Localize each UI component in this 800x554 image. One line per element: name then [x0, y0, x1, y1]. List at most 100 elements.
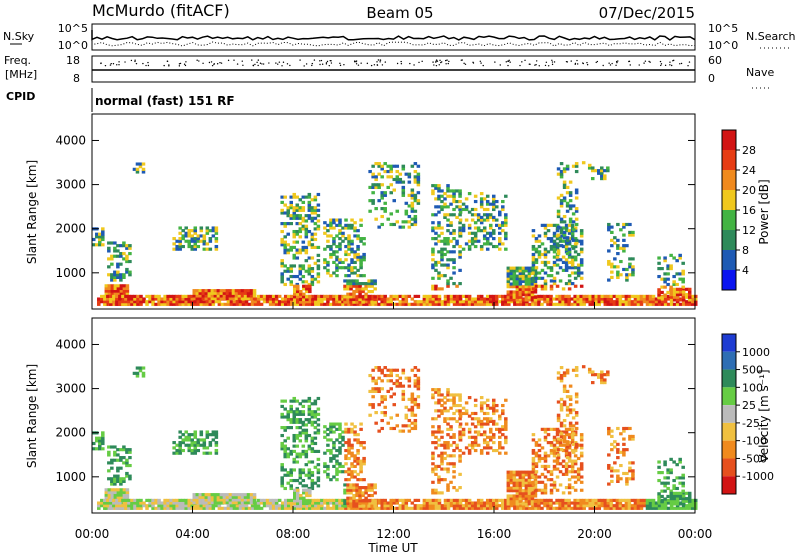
power-cell — [482, 229, 487, 233]
power-cell — [606, 166, 610, 170]
power-cell — [352, 292, 356, 296]
power-cell — [151, 294, 155, 298]
velocity-cell — [398, 429, 403, 433]
power-cell — [201, 294, 206, 298]
velocity-cell — [332, 443, 336, 447]
power-cell — [452, 197, 456, 201]
velocity-cell — [292, 399, 297, 403]
power-cell — [434, 213, 438, 217]
nave-point — [147, 64, 150, 67]
velocity-cell — [609, 501, 614, 505]
velocity-cell — [249, 498, 254, 502]
nave-point — [551, 63, 554, 66]
velocity-cell — [452, 403, 456, 408]
power-cell — [314, 297, 318, 301]
power-cell — [561, 226, 566, 230]
power-cell — [458, 300, 463, 304]
power-cell — [428, 300, 433, 304]
velocity-cell — [335, 504, 339, 508]
power-cell — [237, 289, 242, 293]
velocity-cell — [488, 501, 493, 505]
power-cell — [533, 282, 538, 286]
freq-unit: [MHz] — [5, 68, 37, 81]
velocity-cell — [440, 398, 444, 402]
power-cell — [537, 302, 541, 306]
power-cell — [326, 244, 330, 249]
velocity-cell — [413, 397, 418, 401]
power-cell — [307, 216, 312, 220]
power-cell — [121, 302, 125, 306]
nave-point — [325, 63, 328, 65]
velocity-cell — [567, 498, 571, 502]
power-cell — [304, 195, 309, 199]
power-cell — [295, 256, 300, 260]
power-cell — [521, 298, 526, 302]
power-cell — [148, 297, 152, 301]
power-cell — [356, 237, 360, 241]
velocity-cell — [561, 430, 566, 434]
power-cell — [449, 258, 453, 262]
nave-point — [329, 59, 331, 62]
velocity-cell — [172, 506, 176, 510]
power-cell — [256, 300, 261, 304]
power-cell — [639, 294, 644, 298]
velocity-cell — [136, 506, 140, 510]
power-cell — [564, 247, 569, 251]
velocity-cell — [473, 438, 478, 442]
velocity-cell — [401, 424, 406, 428]
velocity-cell — [350, 506, 354, 510]
power-cell — [622, 225, 626, 229]
velocity-cell — [537, 438, 542, 442]
velocity-cell — [335, 459, 339, 463]
velocity-cell — [193, 448, 198, 453]
velocity-cell — [116, 466, 120, 470]
power-cell — [113, 270, 117, 274]
power-cell — [491, 218, 496, 222]
velocity-cell — [205, 504, 210, 508]
power-cell — [597, 300, 602, 304]
velocity-cell — [449, 504, 454, 508]
velocity-cell — [431, 480, 435, 484]
velocity-cell — [190, 501, 195, 505]
velocity-cell — [395, 506, 400, 510]
velocity-cell — [119, 466, 123, 470]
velocity-cell — [243, 501, 248, 505]
power-cell — [485, 207, 490, 212]
power-cell — [540, 302, 544, 306]
velocity-cell — [359, 467, 363, 471]
velocity-cell — [283, 447, 287, 451]
power-cell — [567, 247, 572, 251]
power-cell — [512, 266, 517, 270]
power-cell — [352, 295, 356, 299]
velocity-cell — [464, 409, 469, 413]
power-cell — [347, 226, 351, 230]
power-cell — [464, 300, 469, 304]
power-cell — [283, 195, 287, 199]
velocity-cell — [367, 499, 371, 503]
velocity-cell — [302, 499, 306, 503]
velocity-cell — [625, 471, 629, 476]
velocity-cell — [292, 439, 297, 443]
power-cell — [630, 294, 635, 298]
power-cell — [274, 302, 279, 306]
velocity-cell — [579, 451, 584, 455]
velocity-cell — [558, 443, 563, 447]
velocity-cell — [624, 506, 629, 510]
velocity-cell — [546, 441, 551, 445]
power-cell — [401, 300, 406, 304]
power-cell — [455, 300, 460, 304]
velocity-cell — [473, 501, 478, 505]
velocity-cell — [558, 483, 563, 487]
power-cell — [353, 250, 357, 254]
velocity-cell — [210, 493, 215, 497]
power-cell — [437, 184, 441, 188]
velocity-cell — [543, 454, 548, 458]
velocity-cell — [559, 397, 564, 401]
velocity-cell — [470, 435, 475, 439]
power-cell — [579, 258, 584, 262]
power-cell — [431, 302, 436, 306]
power-cell — [401, 294, 406, 298]
power-cell — [452, 199, 456, 204]
nave-point — [213, 63, 215, 65]
velocity-cell — [332, 430, 336, 434]
